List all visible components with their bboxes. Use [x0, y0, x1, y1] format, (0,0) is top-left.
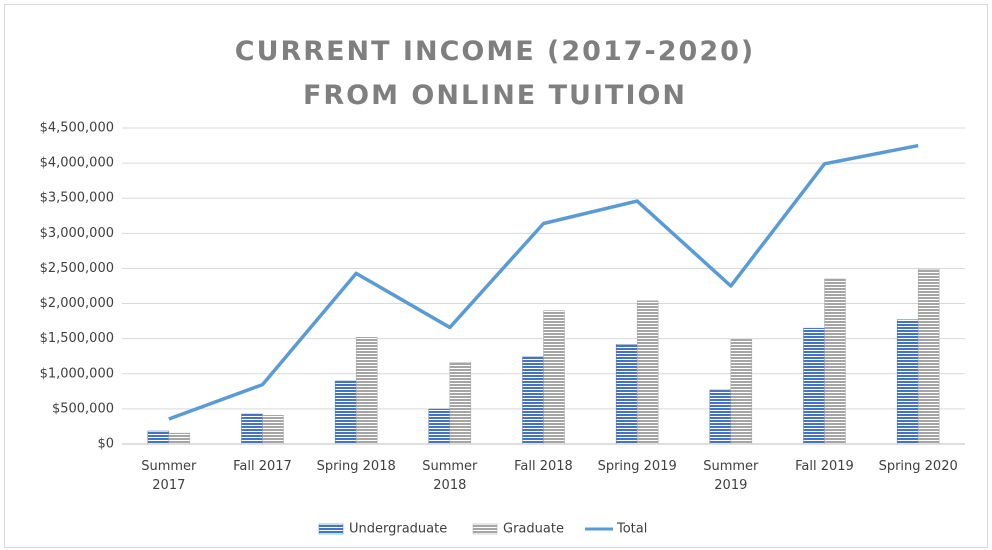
- legend-swatch: [472, 523, 498, 535]
- chart-title: CURRENT INCOME (2017-2020) FROM ONLINE T…: [234, 36, 756, 111]
- bar: [449, 362, 472, 445]
- legend-label: Graduate: [503, 522, 564, 537]
- x-tick-label: Fall 2018: [514, 459, 573, 474]
- bar: [709, 389, 732, 445]
- x-tick-label: Summer 2019: [703, 459, 759, 493]
- y-tick-label: $2,500,000: [40, 261, 114, 276]
- bar: [730, 339, 753, 445]
- bar: [636, 300, 659, 445]
- y-tick-label: $500,000: [52, 401, 114, 416]
- bar: [168, 432, 191, 445]
- bar: [334, 380, 357, 445]
- bar: [428, 408, 451, 445]
- bar: [615, 344, 638, 445]
- bar: [824, 278, 846, 445]
- x-tick-label: Spring 2020: [878, 459, 958, 474]
- bar: [262, 414, 284, 445]
- x-tick-label: Fall 2019: [795, 459, 854, 474]
- y-tick-label: $3,000,000: [40, 226, 114, 241]
- y-tick-label: $3,500,000: [40, 191, 114, 206]
- y-tick-label: $4,500,000: [40, 121, 114, 136]
- bar: [147, 430, 170, 445]
- y-tick-label: $4,000,000: [40, 156, 114, 171]
- y-tick-label: $1,500,000: [40, 331, 114, 346]
- legend-swatch: [318, 523, 344, 535]
- x-tick-label: Spring 2019: [597, 459, 677, 474]
- bar: [896, 319, 919, 445]
- x-tick-label: Summer 2018: [422, 459, 478, 493]
- legend-label: Undergraduate: [349, 522, 447, 537]
- y-tick-label: $2,000,000: [40, 296, 114, 311]
- bar: [355, 337, 378, 445]
- line: [168, 143, 919, 421]
- x-tick-label: Summer 2017: [141, 459, 197, 493]
- bar: [543, 310, 565, 445]
- bar: [803, 327, 825, 445]
- y-tick-label: $1,000,000: [40, 366, 114, 381]
- legend-label: Total: [616, 522, 647, 537]
- x-tick-label: Fall 2017: [233, 459, 292, 474]
- y-tick-label: $0: [97, 437, 114, 452]
- bar: [917, 268, 940, 445]
- x-tick-label: Spring 2018: [316, 459, 396, 474]
- bar: [241, 413, 263, 445]
- bar: [522, 356, 544, 445]
- chart-frame: [4, 4, 988, 548]
